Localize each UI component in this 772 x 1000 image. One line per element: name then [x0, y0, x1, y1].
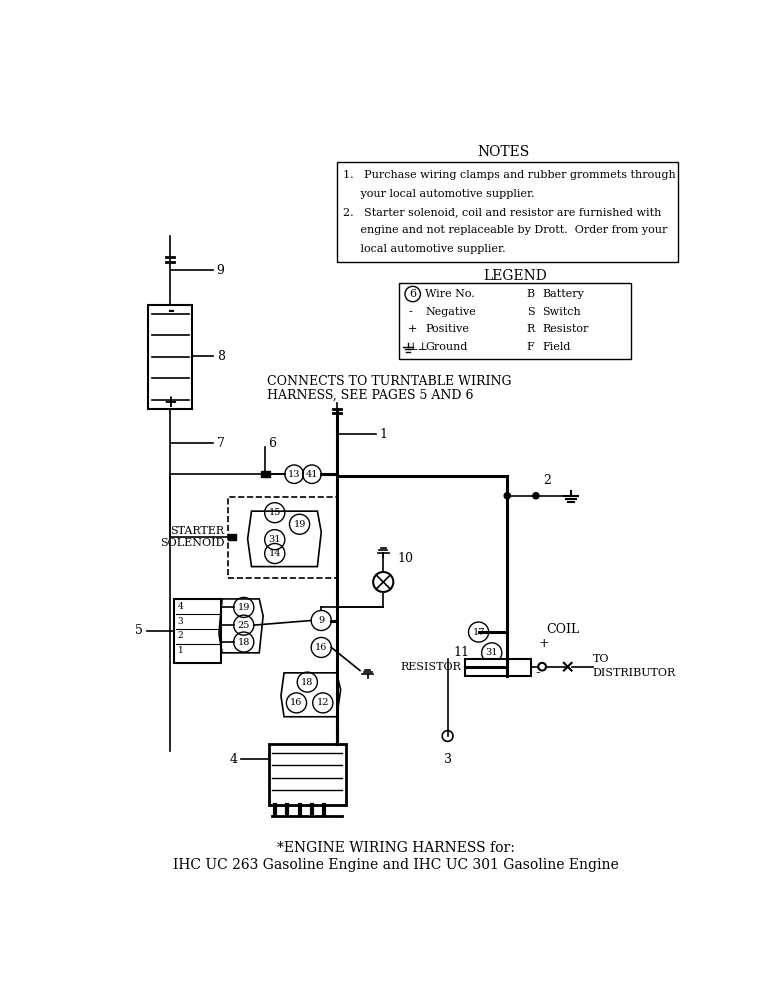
Text: -: -	[167, 302, 174, 319]
Text: 1: 1	[379, 428, 388, 441]
Text: STARTER: STARTER	[171, 526, 225, 536]
Text: R: R	[527, 324, 535, 334]
Text: B: B	[527, 289, 535, 299]
Text: S: S	[527, 307, 534, 317]
Text: 9: 9	[217, 264, 225, 277]
Text: 4: 4	[178, 602, 184, 611]
Text: Positive: Positive	[425, 324, 469, 334]
Text: Negative: Negative	[425, 307, 476, 317]
Text: engine and not replaceable by Drott.  Order from your: engine and not replaceable by Drott. Ord…	[343, 225, 667, 235]
Text: 3: 3	[444, 753, 452, 766]
Text: 2: 2	[178, 631, 184, 640]
Text: 2: 2	[543, 474, 551, 487]
Text: -: -	[536, 666, 540, 680]
Bar	[466, 659, 530, 676]
Text: 31: 31	[269, 535, 281, 544]
Text: 1: 1	[178, 646, 184, 655]
Bar	[174, 599, 221, 663]
Text: CONNECTS TO TURNTABLE WIRING: CONNECTS TO TURNTABLE WIRING	[267, 375, 512, 388]
Text: 16: 16	[315, 643, 327, 652]
Circle shape	[504, 493, 510, 499]
Text: 25: 25	[238, 621, 250, 630]
Text: 41: 41	[306, 470, 318, 479]
Circle shape	[533, 493, 539, 499]
Text: RESISTOR: RESISTOR	[401, 662, 462, 672]
Text: your local automotive supplier.: your local automotive supplier.	[343, 189, 534, 199]
Bar	[229, 497, 337, 578]
Text: 4: 4	[229, 753, 238, 766]
Text: Wire No.: Wire No.	[425, 289, 475, 299]
Text: Battery: Battery	[542, 289, 584, 299]
Bar	[337, 162, 678, 262]
Text: 15: 15	[269, 508, 281, 517]
Text: 17: 17	[472, 628, 485, 637]
Bar	[229, 534, 236, 540]
Text: TO: TO	[592, 654, 609, 664]
Text: 6: 6	[268, 437, 276, 450]
Text: local automotive supplier.: local automotive supplier.	[343, 244, 506, 254]
Text: -: -	[408, 307, 411, 317]
Text: Field: Field	[542, 342, 571, 352]
Bar	[269, 744, 346, 805]
Text: +: +	[163, 394, 177, 411]
Text: 14: 14	[269, 549, 281, 558]
Text: Ground: Ground	[425, 342, 468, 352]
Text: ⊥⊥: ⊥⊥	[408, 342, 429, 352]
Text: 3: 3	[178, 617, 184, 626]
Text: 6: 6	[409, 289, 416, 299]
Text: 7: 7	[217, 437, 225, 450]
Text: NOTES: NOTES	[477, 145, 530, 159]
Text: SOLENOID: SOLENOID	[160, 538, 225, 548]
Text: 31: 31	[486, 648, 498, 657]
Bar	[399, 283, 631, 359]
Text: 19: 19	[293, 520, 306, 529]
Text: 18: 18	[238, 638, 250, 647]
Text: 16: 16	[290, 698, 303, 707]
Text: LEGEND: LEGEND	[483, 269, 547, 283]
Text: *ENGINE WIRING HARNESS for:: *ENGINE WIRING HARNESS for:	[276, 841, 515, 855]
Text: +: +	[408, 324, 418, 334]
Text: 18: 18	[301, 678, 313, 687]
Text: HARNESS, SEE PAGES 5 AND 6: HARNESS, SEE PAGES 5 AND 6	[267, 388, 473, 401]
Text: 1.   Purchase wiring clamps and rubber grommets through: 1. Purchase wiring clamps and rubber gro…	[343, 170, 676, 180]
Text: 13: 13	[288, 470, 300, 479]
Text: 2.   Starter solenoid, coil and resistor are furnished with: 2. Starter solenoid, coil and resistor a…	[343, 207, 662, 217]
Bar	[261, 471, 270, 477]
Text: 12: 12	[317, 698, 329, 707]
Text: COIL: COIL	[546, 623, 579, 636]
Text: +: +	[538, 637, 549, 650]
Text: 9: 9	[318, 616, 324, 625]
Text: 11: 11	[454, 646, 470, 659]
Text: 8: 8	[217, 350, 225, 363]
Text: IHC UC 263 Gasoline Engine and IHC UC 301 Gasoline Engine: IHC UC 263 Gasoline Engine and IHC UC 30…	[173, 858, 618, 872]
Text: Switch: Switch	[542, 307, 581, 317]
Text: 19: 19	[238, 603, 250, 612]
Text: Resistor: Resistor	[542, 324, 588, 334]
Text: F: F	[527, 342, 534, 352]
Text: 10: 10	[398, 552, 413, 565]
Bar	[148, 305, 191, 409]
Text: 5: 5	[135, 624, 143, 637]
Text: DISTRIBUTOR: DISTRIBUTOR	[592, 668, 676, 678]
